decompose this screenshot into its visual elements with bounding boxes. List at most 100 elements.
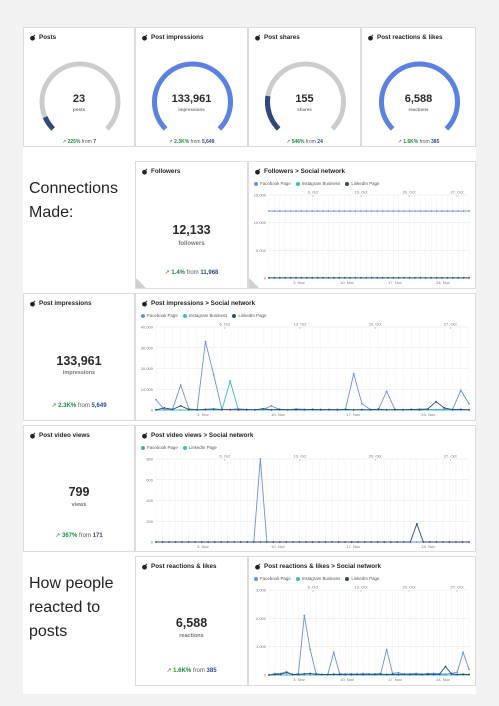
data-point[interactable] [291,673,294,676]
data-point[interactable] [391,673,394,676]
data-point[interactable] [443,407,446,409]
data-point[interactable] [309,648,312,651]
data-point[interactable] [446,276,449,279]
data-point[interactable] [451,276,454,279]
data-point[interactable] [204,408,207,411]
data-point[interactable] [444,665,447,668]
data-point[interactable] [409,673,412,676]
legend-item[interactable]: Instagram Business [295,576,340,581]
data-point[interactable] [163,407,166,409]
data-point[interactable] [278,210,281,212]
data-point[interactable] [468,673,470,676]
data-point[interactable] [435,409,437,411]
data-point[interactable] [321,673,323,676]
data-point[interactable] [421,673,423,676]
data-point[interactable] [174,541,177,543]
data-point[interactable] [196,408,199,411]
data-point[interactable] [309,674,312,676]
data-point[interactable] [226,541,229,543]
data-point[interactable] [278,541,281,543]
data-point[interactable] [270,404,273,407]
data-point[interactable] [272,541,275,543]
data-point[interactable] [424,210,427,212]
data-point[interactable] [273,210,276,212]
data-point[interactable] [468,210,470,212]
data-point[interactable] [212,373,215,376]
data-point[interactable] [468,402,470,405]
data-point[interactable] [448,541,451,543]
data-point[interactable] [318,541,320,543]
data-point[interactable] [363,541,366,543]
data-point[interactable] [451,210,454,212]
data-point[interactable] [284,276,287,279]
data-point[interactable] [179,384,182,386]
data-point[interactable] [397,276,400,279]
data-point[interactable] [438,673,441,676]
data-point[interactable] [155,541,157,543]
data-point[interactable] [305,276,308,279]
data-point[interactable] [462,673,465,676]
data-point[interactable] [331,541,333,543]
data-point[interactable] [397,210,400,212]
data-point[interactable] [468,276,470,279]
data-point[interactable] [402,541,405,543]
data-point[interactable] [229,380,232,382]
data-point[interactable] [373,673,376,676]
data-point[interactable] [415,673,417,676]
data-point[interactable] [443,409,446,411]
data-point[interactable] [262,409,264,411]
data-point[interactable] [328,408,330,411]
data-point[interactable] [397,673,400,676]
data-point[interactable] [402,408,405,411]
data-point[interactable] [393,408,396,411]
data-point[interactable] [397,671,400,674]
data-point[interactable] [326,673,329,676]
data-point[interactable] [188,408,190,411]
data-point[interactable] [446,210,449,212]
data-point[interactable] [430,210,433,212]
legend-item[interactable]: Facebook Page [141,313,178,318]
data-point[interactable] [332,651,335,654]
data-point[interactable] [187,541,190,543]
data-point[interactable] [359,210,362,212]
data-point[interactable] [430,276,433,279]
data-point[interactable] [327,276,330,279]
legend-item[interactable]: LinkedIn Page [345,181,379,186]
data-point[interactable] [385,408,388,411]
data-point[interactable] [359,276,362,279]
data-point[interactable] [332,276,335,279]
data-point[interactable] [220,408,223,411]
data-point[interactable] [385,648,388,651]
data-point[interactable] [322,276,324,279]
data-point[interactable] [155,408,157,411]
data-point[interactable] [311,408,314,411]
data-point[interactable] [428,541,431,543]
data-point[interactable] [303,614,306,617]
data-point[interactable] [338,673,341,676]
data-point[interactable] [410,408,413,411]
data-point[interactable] [451,408,454,411]
data-point[interactable] [403,673,406,676]
data-point[interactable] [435,400,437,403]
data-point[interactable] [286,408,289,411]
data-point[interactable] [273,673,276,676]
data-point[interactable] [245,408,248,411]
data-point[interactable] [285,671,288,674]
data-point[interactable] [311,541,314,543]
legend-item[interactable]: Facebook Page [141,445,178,450]
data-point[interactable] [456,671,459,674]
data-point[interactable] [239,541,242,543]
data-point[interactable] [432,673,435,676]
data-point[interactable] [233,541,236,543]
data-point[interactable] [194,541,197,543]
data-point[interactable] [392,210,395,212]
data-point[interactable] [344,673,347,676]
data-point[interactable] [289,210,292,212]
data-point[interactable] [332,673,335,676]
data-point[interactable] [361,402,363,405]
data-point[interactable] [381,276,384,279]
data-point[interactable] [259,541,262,543]
data-point[interactable] [295,408,297,411]
data-point[interactable] [343,210,346,212]
data-point[interactable] [468,408,470,411]
